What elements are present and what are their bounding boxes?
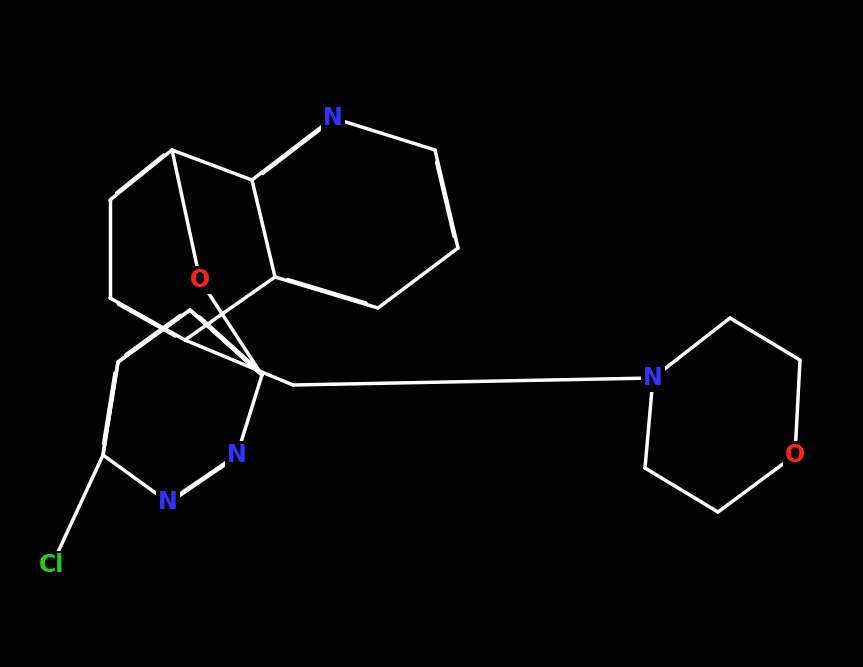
Text: N: N xyxy=(323,106,343,130)
Text: Cl: Cl xyxy=(40,553,65,577)
Text: O: O xyxy=(190,268,210,292)
Text: O: O xyxy=(785,443,805,467)
Text: N: N xyxy=(643,366,663,390)
Text: N: N xyxy=(227,443,247,467)
Text: N: N xyxy=(158,490,178,514)
